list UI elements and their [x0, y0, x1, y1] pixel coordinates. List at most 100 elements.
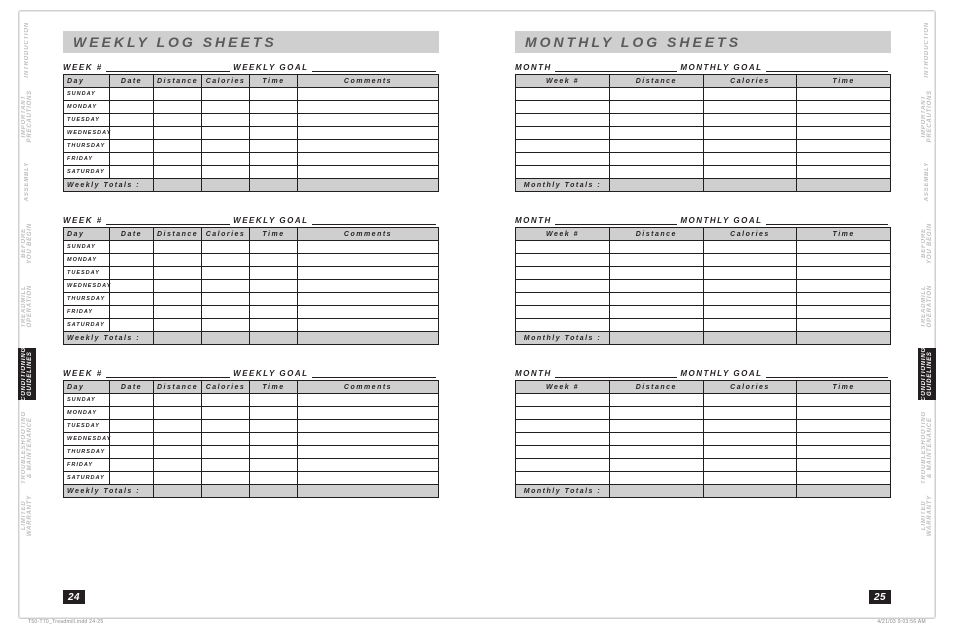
distance-cell — [610, 293, 704, 306]
nav-tab-treadmill-operation[interactable]: Treadmill Operation — [18, 282, 36, 330]
calories-cell — [703, 267, 797, 280]
date-cell — [110, 267, 154, 280]
time-cell — [250, 394, 298, 407]
calories-cell — [703, 459, 797, 472]
nav-tab-assembly[interactable]: Assembly — [18, 160, 36, 204]
right-title-bar: Monthly Log Sheets — [515, 31, 891, 53]
distance-cell — [610, 88, 704, 101]
time-cell — [250, 280, 298, 293]
nav-tab-conditioning-guidelines[interactable]: Conditioning Guidelines — [918, 348, 936, 400]
day-cell: Saturday — [64, 319, 110, 332]
nav-tab-limited-warranty[interactable]: Limited Warranty — [18, 494, 36, 538]
week-cell — [516, 319, 610, 332]
monthly-totals-row: Monthly Totals : — [516, 485, 891, 498]
monthly-row — [516, 472, 891, 485]
nav-tab-troubleshooting-maintenance[interactable]: Troubleshooting & Maintenance — [918, 418, 936, 476]
nav-tab-conditioning-guidelines[interactable]: Conditioning Guidelines — [18, 348, 36, 400]
calories-cell — [703, 420, 797, 433]
weekly-goal-label: Weekly Goal — [233, 216, 308, 225]
weekly-goal-blank — [312, 217, 437, 225]
monthly-goal-label: Monthly Goal — [680, 63, 762, 72]
totals-time — [250, 179, 298, 192]
col-distance: Distance — [610, 381, 704, 394]
calories-cell — [703, 407, 797, 420]
weekly-sheet: Week #Weekly GoalDayDateDistanceCalories… — [63, 369, 439, 498]
nav-tab-important-precautions[interactable]: Important Precautions — [18, 90, 36, 142]
week-cell — [516, 293, 610, 306]
comments-cell — [298, 140, 439, 153]
distance-cell — [154, 459, 202, 472]
distance-cell — [610, 472, 704, 485]
comments-cell — [298, 114, 439, 127]
nav-tab-label: Before You Begin — [921, 223, 933, 264]
time-cell — [797, 394, 891, 407]
nav-tab-introduction[interactable]: Introduction — [18, 28, 36, 72]
nav-tab-label: Treadmill Operation — [21, 285, 33, 327]
monthly-header-line: MonthMonthly Goal — [515, 369, 891, 378]
nav-tab-label: Assembly — [924, 162, 930, 201]
day-cell: Friday — [64, 459, 110, 472]
calories-cell — [202, 140, 250, 153]
distance-cell — [610, 319, 704, 332]
distance-cell — [154, 114, 202, 127]
nav-tab-troubleshooting-maintenance[interactable]: Troubleshooting & Maintenance — [18, 418, 36, 476]
day-cell: Sunday — [64, 88, 110, 101]
distance-cell — [154, 280, 202, 293]
distance-cell — [610, 306, 704, 319]
day-cell: Tuesday — [64, 114, 110, 127]
time-cell — [250, 293, 298, 306]
nav-tab-treadmill-operation[interactable]: Treadmill Operation — [918, 282, 936, 330]
totals-calories — [202, 332, 250, 345]
calories-cell — [202, 407, 250, 420]
calories-cell — [202, 306, 250, 319]
monthly-row — [516, 241, 891, 254]
col-week: Week # — [516, 75, 610, 88]
time-cell — [797, 140, 891, 153]
left-title-bar: Weekly Log Sheets — [63, 31, 439, 53]
distance-cell — [610, 420, 704, 433]
time-cell — [250, 88, 298, 101]
totals-time — [250, 485, 298, 498]
monthly-row — [516, 127, 891, 140]
monthly-row — [516, 140, 891, 153]
nav-tab-label: Conditioning Guidelines — [921, 347, 933, 401]
time-cell — [797, 306, 891, 319]
calories-cell — [703, 446, 797, 459]
week-cell — [516, 166, 610, 179]
time-cell — [797, 254, 891, 267]
slugline-file: T50-T70_Treadmill.indd 24-25 — [28, 619, 103, 625]
calories-cell — [703, 280, 797, 293]
nav-tab-important-precautions[interactable]: Important Precautions — [918, 90, 936, 142]
week-cell — [516, 420, 610, 433]
nav-tab-introduction[interactable]: Introduction — [918, 28, 936, 72]
calories-cell — [703, 254, 797, 267]
comments-cell — [298, 306, 439, 319]
nav-tab-limited-warranty[interactable]: Limited Warranty — [918, 494, 936, 538]
weekly-row: Monday — [64, 101, 439, 114]
time-cell — [797, 407, 891, 420]
week-cell — [516, 114, 610, 127]
time-cell — [250, 459, 298, 472]
time-cell — [250, 267, 298, 280]
weekly-table: DayDateDistanceCaloriesTimeCommentsSunda… — [63, 74, 439, 192]
calories-cell — [703, 306, 797, 319]
comments-cell — [298, 433, 439, 446]
week-num-label: Week # — [63, 63, 103, 72]
calories-cell — [703, 114, 797, 127]
time-cell — [797, 280, 891, 293]
nav-tab-assembly[interactable]: Assembly — [918, 160, 936, 204]
month-blank — [555, 370, 678, 378]
col-comments: Comments — [298, 75, 439, 88]
weekly-goal-label: Weekly Goal — [233, 369, 308, 378]
col-time: Time — [250, 381, 298, 394]
nav-tab-label: Conditioning Guidelines — [21, 347, 33, 401]
distance-cell — [610, 114, 704, 127]
week-cell — [516, 153, 610, 166]
month-blank — [555, 217, 678, 225]
weekly-totals-row: Weekly Totals : — [64, 179, 439, 192]
distance-cell — [154, 127, 202, 140]
day-cell: Tuesday — [64, 420, 110, 433]
nav-tab-before-you-begin[interactable]: Before You Begin — [18, 222, 36, 264]
nav-tab-before-you-begin[interactable]: Before You Begin — [918, 222, 936, 264]
time-cell — [250, 319, 298, 332]
